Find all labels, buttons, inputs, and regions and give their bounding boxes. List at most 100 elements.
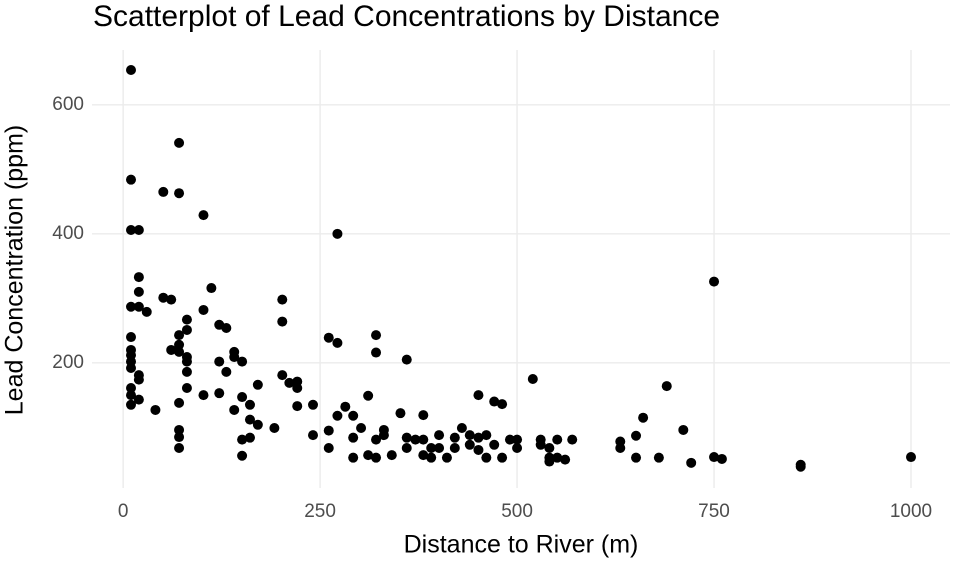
point	[133, 224, 144, 235]
point	[323, 332, 334, 343]
point	[158, 292, 169, 303]
point	[252, 419, 263, 430]
point	[410, 434, 421, 445]
point	[473, 390, 484, 401]
point	[181, 324, 192, 335]
point	[174, 188, 185, 199]
point	[441, 452, 452, 463]
point	[464, 439, 475, 450]
point	[434, 443, 445, 454]
point	[237, 434, 248, 445]
point	[449, 443, 460, 454]
point	[512, 443, 523, 454]
point	[653, 452, 664, 463]
point	[237, 356, 248, 367]
point	[166, 344, 177, 355]
chart-title: Scatterplot of Lead Concentrations by Di…	[93, 0, 720, 33]
point	[371, 330, 382, 341]
point	[323, 443, 334, 454]
point	[237, 450, 248, 461]
point	[371, 434, 382, 445]
point	[181, 356, 192, 367]
point	[141, 306, 152, 317]
point	[456, 423, 467, 434]
point	[174, 330, 185, 341]
point	[332, 337, 343, 348]
point	[244, 399, 255, 410]
y-tick-label: 400	[52, 223, 84, 244]
point	[631, 452, 642, 463]
x-tick-label: 750	[698, 501, 730, 522]
point	[401, 443, 412, 454]
point	[378, 430, 389, 441]
point	[133, 272, 144, 283]
point	[481, 452, 492, 463]
point	[401, 354, 412, 365]
point	[252, 379, 263, 390]
point	[126, 224, 136, 235]
point	[371, 452, 382, 463]
point	[716, 453, 727, 464]
point	[434, 430, 445, 441]
point	[686, 457, 697, 468]
point	[497, 452, 508, 463]
point	[497, 399, 508, 410]
point	[229, 404, 240, 415]
point	[174, 443, 185, 454]
point	[661, 381, 672, 392]
x-axis-label: Distance to River (m)	[404, 531, 639, 559]
point	[678, 424, 689, 435]
point	[709, 276, 720, 287]
point	[166, 294, 177, 305]
point	[133, 394, 144, 405]
point	[512, 434, 523, 445]
point	[395, 408, 406, 419]
point	[418, 410, 429, 421]
point	[174, 137, 185, 148]
point	[277, 370, 288, 381]
point	[481, 430, 492, 441]
x-tick-label: 0	[118, 501, 129, 522]
point	[348, 432, 359, 443]
point	[126, 363, 136, 374]
y-axis-label: Lead Concentration (ppm)	[1, 125, 29, 415]
point	[244, 432, 255, 443]
point	[638, 412, 649, 423]
x-tick-label: 1000	[890, 501, 932, 522]
point	[277, 294, 288, 305]
point	[174, 397, 185, 408]
point	[292, 383, 303, 394]
point	[198, 390, 209, 401]
point	[150, 404, 161, 415]
point	[221, 366, 232, 377]
point	[535, 439, 546, 450]
point	[126, 390, 136, 401]
point	[489, 396, 500, 407]
x-tick-label: 250	[304, 501, 336, 522]
point	[133, 374, 144, 385]
point	[214, 388, 225, 399]
point	[323, 425, 334, 436]
y-tick-label: 200	[52, 352, 84, 373]
point	[615, 443, 626, 454]
point	[906, 452, 916, 463]
point	[371, 347, 382, 358]
point	[363, 390, 374, 401]
point	[449, 432, 460, 443]
point	[174, 346, 185, 357]
point	[174, 432, 185, 443]
point	[284, 377, 295, 388]
point	[198, 210, 209, 221]
point	[401, 432, 412, 443]
point	[426, 443, 437, 454]
point	[418, 434, 429, 445]
point	[126, 332, 136, 343]
point	[418, 450, 429, 461]
point	[244, 414, 255, 425]
point	[237, 392, 248, 403]
point	[348, 452, 359, 463]
point	[174, 424, 185, 435]
point	[340, 401, 351, 412]
point	[308, 430, 318, 441]
